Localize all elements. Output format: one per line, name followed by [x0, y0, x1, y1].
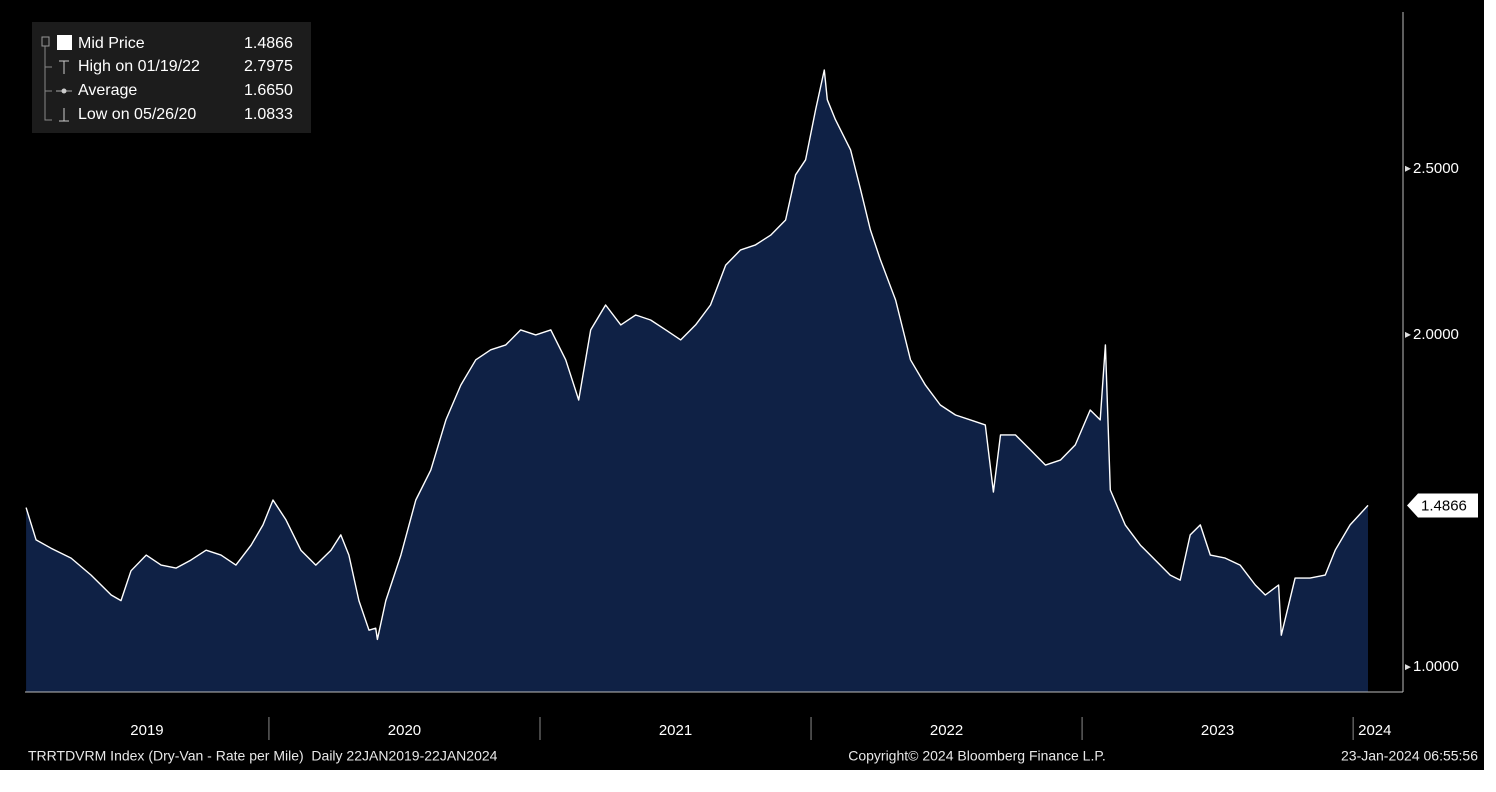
footer-right: 23-Jan-2024 06:55:56	[1341, 748, 1478, 764]
x-tick-label: 2019	[130, 722, 163, 739]
footer-center: Copyright© 2024 Bloomberg Finance L.P.	[848, 748, 1106, 764]
legend-label: Mid Price	[78, 35, 145, 52]
legend-low-icon	[59, 108, 69, 122]
y-tick-label: 2.0000	[1413, 326, 1459, 343]
x-tick-label: 2022	[930, 722, 963, 739]
y-tick-mark	[1405, 664, 1411, 671]
price-line	[25, 69, 1369, 641]
x-tick-label: 2020	[388, 722, 421, 739]
x-tick-label: 2021	[659, 722, 692, 739]
plot-area	[25, 69, 1369, 692]
legend-box	[32, 22, 311, 133]
footer-left: TRRTDVRM Index (Dry-Van - Rate per Mile)…	[28, 748, 498, 764]
legend-label: Low on 05/26/20	[78, 106, 196, 123]
last-price-label: 1.4866	[1421, 497, 1467, 514]
legend-label: High on 01/19/22	[78, 58, 200, 75]
y-tick-mark	[1405, 331, 1411, 338]
legend-value: 1.0833	[244, 106, 293, 123]
x-tick-label: 2024	[1358, 722, 1391, 739]
legend-average-dot	[61, 88, 67, 94]
legend-swatch	[57, 35, 72, 50]
y-tick-label: 2.5000	[1413, 160, 1459, 177]
y-tick-mark	[1405, 165, 1411, 172]
legend-value: 1.4866	[244, 35, 293, 52]
legend	[32, 22, 311, 133]
legend-high-icon	[59, 60, 69, 74]
legend-tree	[44, 46, 52, 121]
legend-label: Average	[78, 82, 137, 99]
legend-value: 1.6650	[244, 82, 293, 99]
legend-value: 2.7975	[244, 58, 293, 75]
area-fill	[26, 70, 1369, 692]
y-tick-label: 1.0000	[1413, 658, 1459, 675]
last-price-box	[1407, 493, 1478, 518]
x-tick-label: 2023	[1201, 722, 1234, 739]
